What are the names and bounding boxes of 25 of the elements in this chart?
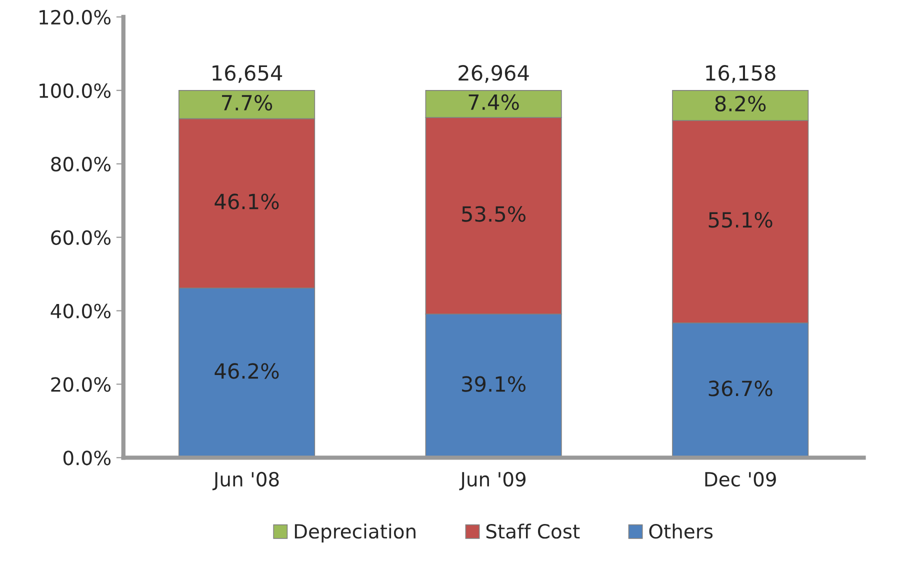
data-label: 46.2%: [214, 363, 279, 379]
x-tick-label: Dec '09: [705, 472, 776, 487]
data-label: 7.7%: [222, 94, 272, 111]
data-label: 36.7%: [708, 380, 772, 396]
annotation: 16,654: [212, 65, 282, 83]
data-label: 8.2%: [715, 96, 766, 112]
y-tick-label: 60.0%: [51, 230, 111, 245]
legend-label: Others: [649, 524, 713, 539]
y-tick-label: 0.0%: [63, 450, 111, 466]
annotation: 26,964: [458, 65, 529, 83]
data-label: 55.1%: [708, 212, 772, 228]
data-label: 7.4%: [468, 94, 519, 110]
y-tick-label: 100.0%: [40, 83, 111, 98]
data-label: 39.1%: [462, 376, 526, 392]
legend-label: Staff Cost: [486, 524, 580, 539]
x-tick-label: Jun '09: [459, 472, 526, 490]
data-label: 46.1%: [214, 194, 279, 210]
x-tick-label: Jun '08: [212, 472, 279, 490]
y-tick-label: 20.0%: [51, 377, 111, 392]
data-label: 53.5%: [462, 206, 526, 222]
legend-label: Depreciation: [294, 524, 416, 542]
y-tick-label: 80.0%: [51, 156, 111, 172]
y-tick-label: 40.0%: [50, 304, 111, 318]
y-tick-label: 120.0%: [40, 10, 111, 25]
annotation: 16,158: [706, 65, 776, 83]
